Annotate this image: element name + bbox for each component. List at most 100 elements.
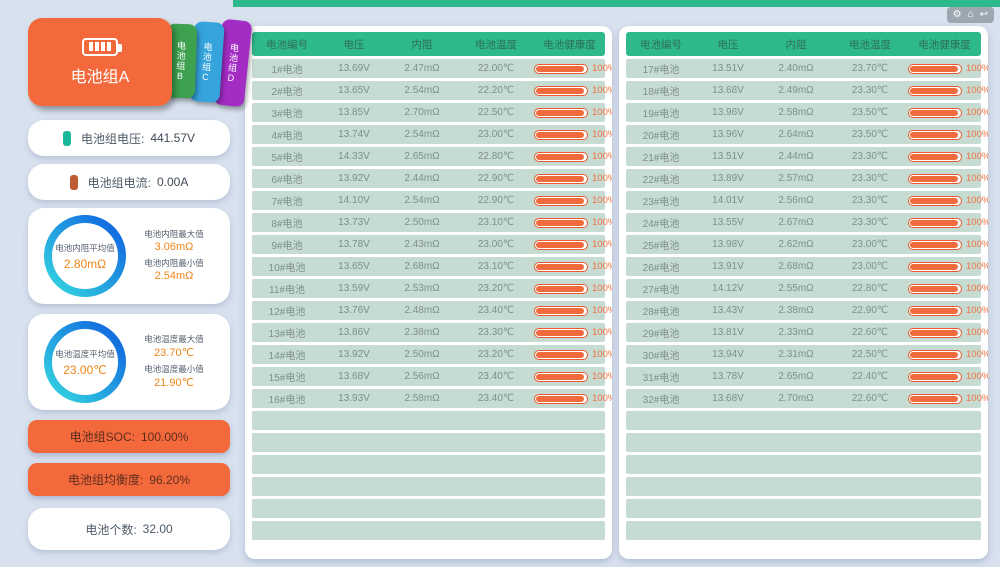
table-cell: 2#电池 (271, 87, 303, 98)
table-row: 27#电池 14.12V 2.55mΩ 22.80℃ 100% (626, 279, 988, 298)
balance-value: 96.20% (149, 472, 191, 487)
health-percent: 100% (966, 107, 988, 118)
health-cell: 100% (534, 327, 612, 338)
health-percent: 100% (966, 129, 988, 140)
table-cell: 5#电池 (271, 153, 303, 164)
table-cell: 13.68V (338, 371, 370, 382)
table-row: 24#电池 13.55V 2.67mΩ 23.30℃ 100% (626, 213, 988, 232)
table-row: 19#电池 13.96V 2.58mΩ 23.50℃ 100% (626, 103, 988, 122)
health-percent: 100% (966, 261, 988, 272)
health-percent: 100% (592, 239, 612, 250)
table-row: 22#电池 13.89V 2.57mΩ 23.30℃ 100% (626, 169, 988, 188)
health-bar-icon (534, 393, 588, 404)
table-cell: 17#电池 (642, 65, 680, 76)
health-cell: 100% (534, 195, 612, 206)
ring-icon (44, 321, 126, 403)
health-bar-icon (534, 63, 588, 74)
table-cell: 23.40℃ (477, 393, 515, 404)
health-cell: 100% (534, 239, 612, 250)
table-cell: 26#电池 (642, 263, 680, 274)
health-cell: 100% (908, 217, 988, 228)
health-bar-icon (534, 173, 588, 184)
table-cell: 2.38mΩ (404, 327, 440, 338)
table-cell: 2.68mΩ (404, 261, 440, 272)
table-cell: 2.43mΩ (404, 239, 440, 250)
table-cell: 2.70mΩ (404, 107, 440, 118)
voltage-battery-icon (62, 130, 71, 146)
battery-count-label: 电池个数: (85, 522, 137, 537)
health-cell: 100% (534, 129, 612, 140)
table-row-empty (626, 411, 981, 430)
health-cell: 100% (908, 151, 988, 162)
resistance-avg-label: 电池内阻平均值 (55, 242, 115, 253)
health-cell: 100% (908, 393, 988, 404)
battery-table-left: 电池编号 电压 内阻 电池温度 电池健康度 1#电池 13.69V 2.47mΩ 22… (245, 26, 612, 559)
table-cell: 23.00℃ (477, 129, 515, 140)
health-cell: 100% (908, 107, 988, 118)
health-bar-icon (908, 107, 962, 118)
table-cell: 3#电池 (271, 109, 303, 120)
health-cell: 100% (534, 371, 612, 382)
health-cell: 100% (534, 85, 612, 96)
health-cell: 100% (908, 129, 988, 140)
table-row: 11#电池 13.59V 2.53mΩ 23.20℃ 100% (252, 279, 612, 298)
health-cell: 100% (534, 393, 612, 404)
health-cell: 100% (534, 283, 612, 294)
table-row: 17#电池 13.51V 2.40mΩ 23.70℃ 100% (626, 59, 988, 78)
table-row: 16#电池 13.93V 2.58mΩ 23.40℃ 100% (252, 389, 612, 408)
tab-battery-group-a[interactable]: 电池组A (28, 18, 172, 106)
table-cell: 2.38mΩ (778, 305, 814, 316)
health-cell: 100% (534, 107, 612, 118)
table-cell: 2.53mΩ (404, 283, 440, 294)
table-cell: 2.67mΩ (778, 217, 814, 228)
table-cell: 2.58mΩ (778, 107, 814, 118)
header-battery-id: 电池编号 (266, 38, 308, 51)
gear-icon[interactable]: ⚙ (952, 9, 962, 20)
header-health: 电池健康度 (543, 38, 596, 51)
health-bar-icon (908, 195, 962, 206)
health-bar-icon (534, 349, 588, 360)
table-cell: 14.12V (712, 283, 744, 294)
table-cell: 13#电池 (268, 329, 306, 340)
health-bar-icon (534, 107, 588, 118)
health-bar-icon (534, 327, 588, 338)
table-cell: 13.94V (712, 349, 744, 360)
table-cell: 7#电池 (271, 197, 303, 208)
resistance-min-label: 电池内阻最小值 (144, 257, 204, 268)
table-cell: 25#电池 (642, 241, 680, 252)
table-cell: 13.74V (338, 129, 370, 140)
table-cell: 13.96V (712, 129, 744, 140)
health-percent: 100% (592, 305, 612, 316)
health-bar-icon (534, 151, 588, 162)
table-cell: 13.93V (338, 393, 370, 404)
health-percent: 100% (966, 349, 988, 360)
health-cell: 100% (908, 327, 988, 338)
home-icon[interactable]: ⌂ (967, 9, 974, 20)
table-cell: 2.65mΩ (778, 371, 814, 382)
table-row: 25#电池 13.98V 2.62mΩ 23.00℃ 100% (626, 235, 988, 254)
table-cell: 22.40℃ (851, 371, 889, 382)
table-cell: 2.55mΩ (778, 283, 814, 294)
table-cell: 2.64mΩ (778, 129, 814, 140)
group-current-value: 0.00A (156, 175, 189, 189)
health-cell: 100% (908, 63, 988, 74)
table-row: 21#电池 13.51V 2.44mΩ 23.30℃ 100% (626, 147, 988, 166)
health-percent: 100% (966, 85, 988, 96)
table-row-empty (252, 521, 605, 540)
table-cell: 15#电池 (268, 373, 306, 384)
table-cell: 13.43V (712, 305, 744, 316)
table-cell: 14#电池 (268, 351, 306, 362)
table-cell: 23.70℃ (851, 63, 889, 74)
health-cell: 100% (534, 305, 612, 316)
table-cell: 2.58mΩ (404, 393, 440, 404)
resistance-max-label: 电池内阻最大值 (144, 228, 204, 239)
health-cell: 100% (908, 173, 988, 184)
resistance-gauge-card: 电池内阻平均值 2.80mΩ 电池内阻最大值 3.06mΩ 电池内阻最小值 2.… (28, 208, 230, 304)
balance-label: 电池组均衡度: (67, 473, 144, 487)
table-cell: 13.65V (338, 85, 370, 96)
table-cell: 13.51V (712, 151, 744, 162)
ring-icon (44, 215, 126, 297)
table-row-empty (626, 477, 981, 496)
table-cell: 6#电池 (271, 175, 303, 186)
undo-icon[interactable]: ↩ (979, 9, 988, 20)
